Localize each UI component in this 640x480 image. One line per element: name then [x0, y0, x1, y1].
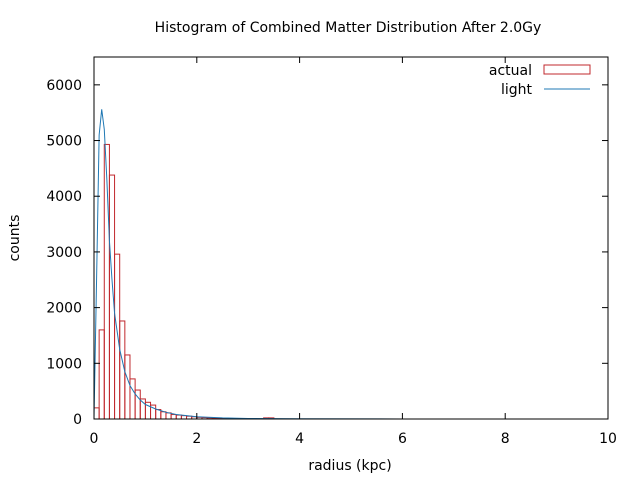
x-tick-label: 8 — [501, 431, 510, 447]
x-tick-label: 2 — [192, 431, 201, 447]
legend: actual light — [489, 63, 591, 98]
y-tick-label: 1000 — [46, 356, 82, 372]
legend-label-actual: actual — [489, 63, 532, 79]
chart-title: Histogram of Combined Matter Distributio… — [155, 20, 542, 36]
x-tick-label: 10 — [599, 431, 617, 447]
x-tick-label: 0 — [90, 431, 99, 447]
legend-swatch-actual — [543, 64, 591, 75]
y-tick-label: 6000 — [46, 78, 82, 94]
legend-label-light: light — [501, 82, 533, 98]
y-tick-label: 5000 — [46, 134, 82, 150]
x-axis-label: radius (kpc) — [308, 458, 391, 474]
y-tick-label: 3000 — [46, 245, 82, 261]
y-tick-label: 2000 — [46, 301, 82, 317]
plot-border — [93, 56, 609, 420]
x-tick-label: 6 — [398, 431, 407, 447]
y-tick-label: 0 — [73, 412, 82, 428]
y-tick-label: 4000 — [46, 189, 82, 205]
y-axis-label: counts — [7, 215, 23, 262]
light-series-line — [93, 109, 608, 420]
x-tick-label: 4 — [295, 431, 304, 447]
plot-frame: 0 2 4 6 8 10 0 1000 2000 3000 4000 5000 6000 — [46, 56, 617, 447]
